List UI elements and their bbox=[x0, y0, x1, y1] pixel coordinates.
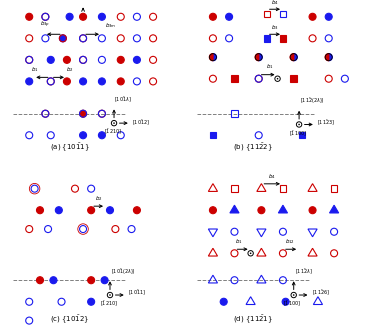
Text: $b_1$: $b_1$ bbox=[235, 237, 242, 246]
Text: (d) {$11\bar{2}1$}: (d) {$11\bar{2}1$} bbox=[233, 313, 273, 325]
Text: $[\bar{1}210]$: $[\bar{1}210]$ bbox=[104, 128, 122, 137]
Circle shape bbox=[275, 76, 280, 81]
Bar bbox=[210, 132, 216, 138]
Text: $b_4$: $b_4$ bbox=[271, 0, 279, 7]
Polygon shape bbox=[209, 54, 213, 61]
Bar bbox=[231, 75, 238, 82]
Circle shape bbox=[87, 277, 95, 284]
Text: $b_2$: $b_2$ bbox=[96, 194, 103, 203]
Circle shape bbox=[79, 13, 87, 20]
Text: $[11\bar{2}(2\lambda)]$: $[11\bar{2}(2\lambda)]$ bbox=[300, 96, 325, 107]
Bar bbox=[264, 35, 270, 42]
Circle shape bbox=[134, 56, 141, 63]
Text: $[11\bar{2}3]$: $[11\bar{2}3]$ bbox=[317, 119, 335, 128]
Circle shape bbox=[55, 207, 62, 214]
Text: $b_{3p}$: $b_{3p}$ bbox=[40, 20, 51, 30]
Polygon shape bbox=[329, 54, 332, 61]
Text: $[10\bar{1}2]$: $[10\bar{1}2]$ bbox=[132, 119, 150, 128]
Text: $b_{3m}$: $b_{3m}$ bbox=[105, 21, 116, 30]
Circle shape bbox=[79, 132, 87, 139]
Text: $b_1$: $b_1$ bbox=[266, 62, 273, 71]
Circle shape bbox=[113, 122, 115, 124]
Circle shape bbox=[98, 78, 105, 85]
Circle shape bbox=[109, 294, 111, 296]
Text: $[11\bar{2}\lambda]$: $[11\bar{2}\lambda]$ bbox=[295, 268, 313, 277]
Circle shape bbox=[63, 78, 70, 85]
Circle shape bbox=[66, 13, 73, 20]
Bar bbox=[291, 75, 297, 82]
Circle shape bbox=[107, 207, 113, 214]
Circle shape bbox=[298, 124, 300, 125]
Text: $[\bar{1}210]$: $[\bar{1}210]$ bbox=[100, 300, 117, 309]
Bar bbox=[264, 11, 270, 17]
Circle shape bbox=[325, 13, 332, 20]
Polygon shape bbox=[259, 54, 262, 61]
Circle shape bbox=[250, 252, 251, 254]
Text: $[\bar{1}100]$: $[\bar{1}100]$ bbox=[284, 300, 301, 309]
Circle shape bbox=[37, 277, 44, 284]
Text: $[\bar{1}100]$: $[\bar{1}100]$ bbox=[289, 129, 307, 139]
Circle shape bbox=[63, 56, 70, 63]
Circle shape bbox=[98, 132, 105, 139]
Bar bbox=[280, 11, 286, 17]
Bar bbox=[231, 186, 238, 192]
Circle shape bbox=[26, 13, 33, 20]
Polygon shape bbox=[279, 205, 288, 213]
Bar bbox=[231, 111, 238, 117]
Bar bbox=[280, 186, 286, 192]
Text: $b_3$: $b_3$ bbox=[271, 23, 279, 32]
Text: $[10\bar{1}\lambda]$: $[10\bar{1}\lambda]$ bbox=[114, 96, 132, 105]
Polygon shape bbox=[329, 205, 339, 213]
Text: $b_2$: $b_2$ bbox=[66, 65, 74, 74]
Text: (c) {$10\bar{1}2$}: (c) {$10\bar{1}2$} bbox=[50, 313, 89, 325]
Circle shape bbox=[111, 121, 117, 126]
Text: $b_1$: $b_1$ bbox=[31, 65, 38, 74]
Circle shape bbox=[134, 207, 141, 214]
Circle shape bbox=[47, 56, 54, 63]
Circle shape bbox=[296, 122, 302, 127]
Circle shape bbox=[87, 298, 95, 305]
Circle shape bbox=[117, 56, 124, 63]
Circle shape bbox=[117, 78, 124, 85]
Bar bbox=[331, 186, 337, 192]
Circle shape bbox=[209, 207, 216, 214]
Circle shape bbox=[79, 110, 87, 117]
Bar bbox=[299, 132, 305, 138]
Text: (a) {$10\bar{1}1$}: (a) {$10\bar{1}1$} bbox=[50, 141, 90, 153]
Polygon shape bbox=[230, 205, 239, 213]
Circle shape bbox=[309, 13, 316, 20]
Circle shape bbox=[79, 78, 87, 85]
Circle shape bbox=[258, 207, 265, 214]
Text: $b_{12}$: $b_{12}$ bbox=[285, 237, 295, 246]
Circle shape bbox=[107, 292, 113, 298]
Polygon shape bbox=[255, 54, 259, 61]
Circle shape bbox=[220, 298, 227, 305]
Polygon shape bbox=[325, 54, 329, 61]
Circle shape bbox=[293, 294, 295, 296]
Circle shape bbox=[277, 78, 279, 80]
Circle shape bbox=[59, 35, 66, 42]
Polygon shape bbox=[294, 54, 297, 61]
Polygon shape bbox=[213, 54, 216, 61]
Circle shape bbox=[291, 292, 296, 298]
Text: $b_4$: $b_4$ bbox=[268, 172, 276, 181]
Circle shape bbox=[309, 207, 316, 214]
Text: $b_4$: $b_4$ bbox=[79, 0, 87, 3]
Bar bbox=[280, 35, 286, 42]
Text: $[10\bar{1}1]$: $[10\bar{1}1]$ bbox=[128, 289, 146, 298]
Circle shape bbox=[248, 251, 253, 256]
Circle shape bbox=[225, 13, 232, 20]
Circle shape bbox=[87, 207, 95, 214]
Circle shape bbox=[98, 13, 105, 20]
Polygon shape bbox=[290, 54, 294, 61]
Circle shape bbox=[50, 277, 57, 284]
Text: (b) {$11\bar{2}2$}: (b) {$11\bar{2}2$} bbox=[233, 141, 273, 153]
Circle shape bbox=[26, 78, 33, 85]
Circle shape bbox=[282, 298, 289, 305]
Circle shape bbox=[101, 277, 108, 284]
Text: $[11\bar{2}6]$: $[11\bar{2}6]$ bbox=[312, 289, 329, 298]
Circle shape bbox=[37, 207, 44, 214]
Text: $[10\bar{1}(2\lambda)]$: $[10\bar{1}(2\lambda)]$ bbox=[111, 267, 136, 277]
Circle shape bbox=[209, 13, 216, 20]
